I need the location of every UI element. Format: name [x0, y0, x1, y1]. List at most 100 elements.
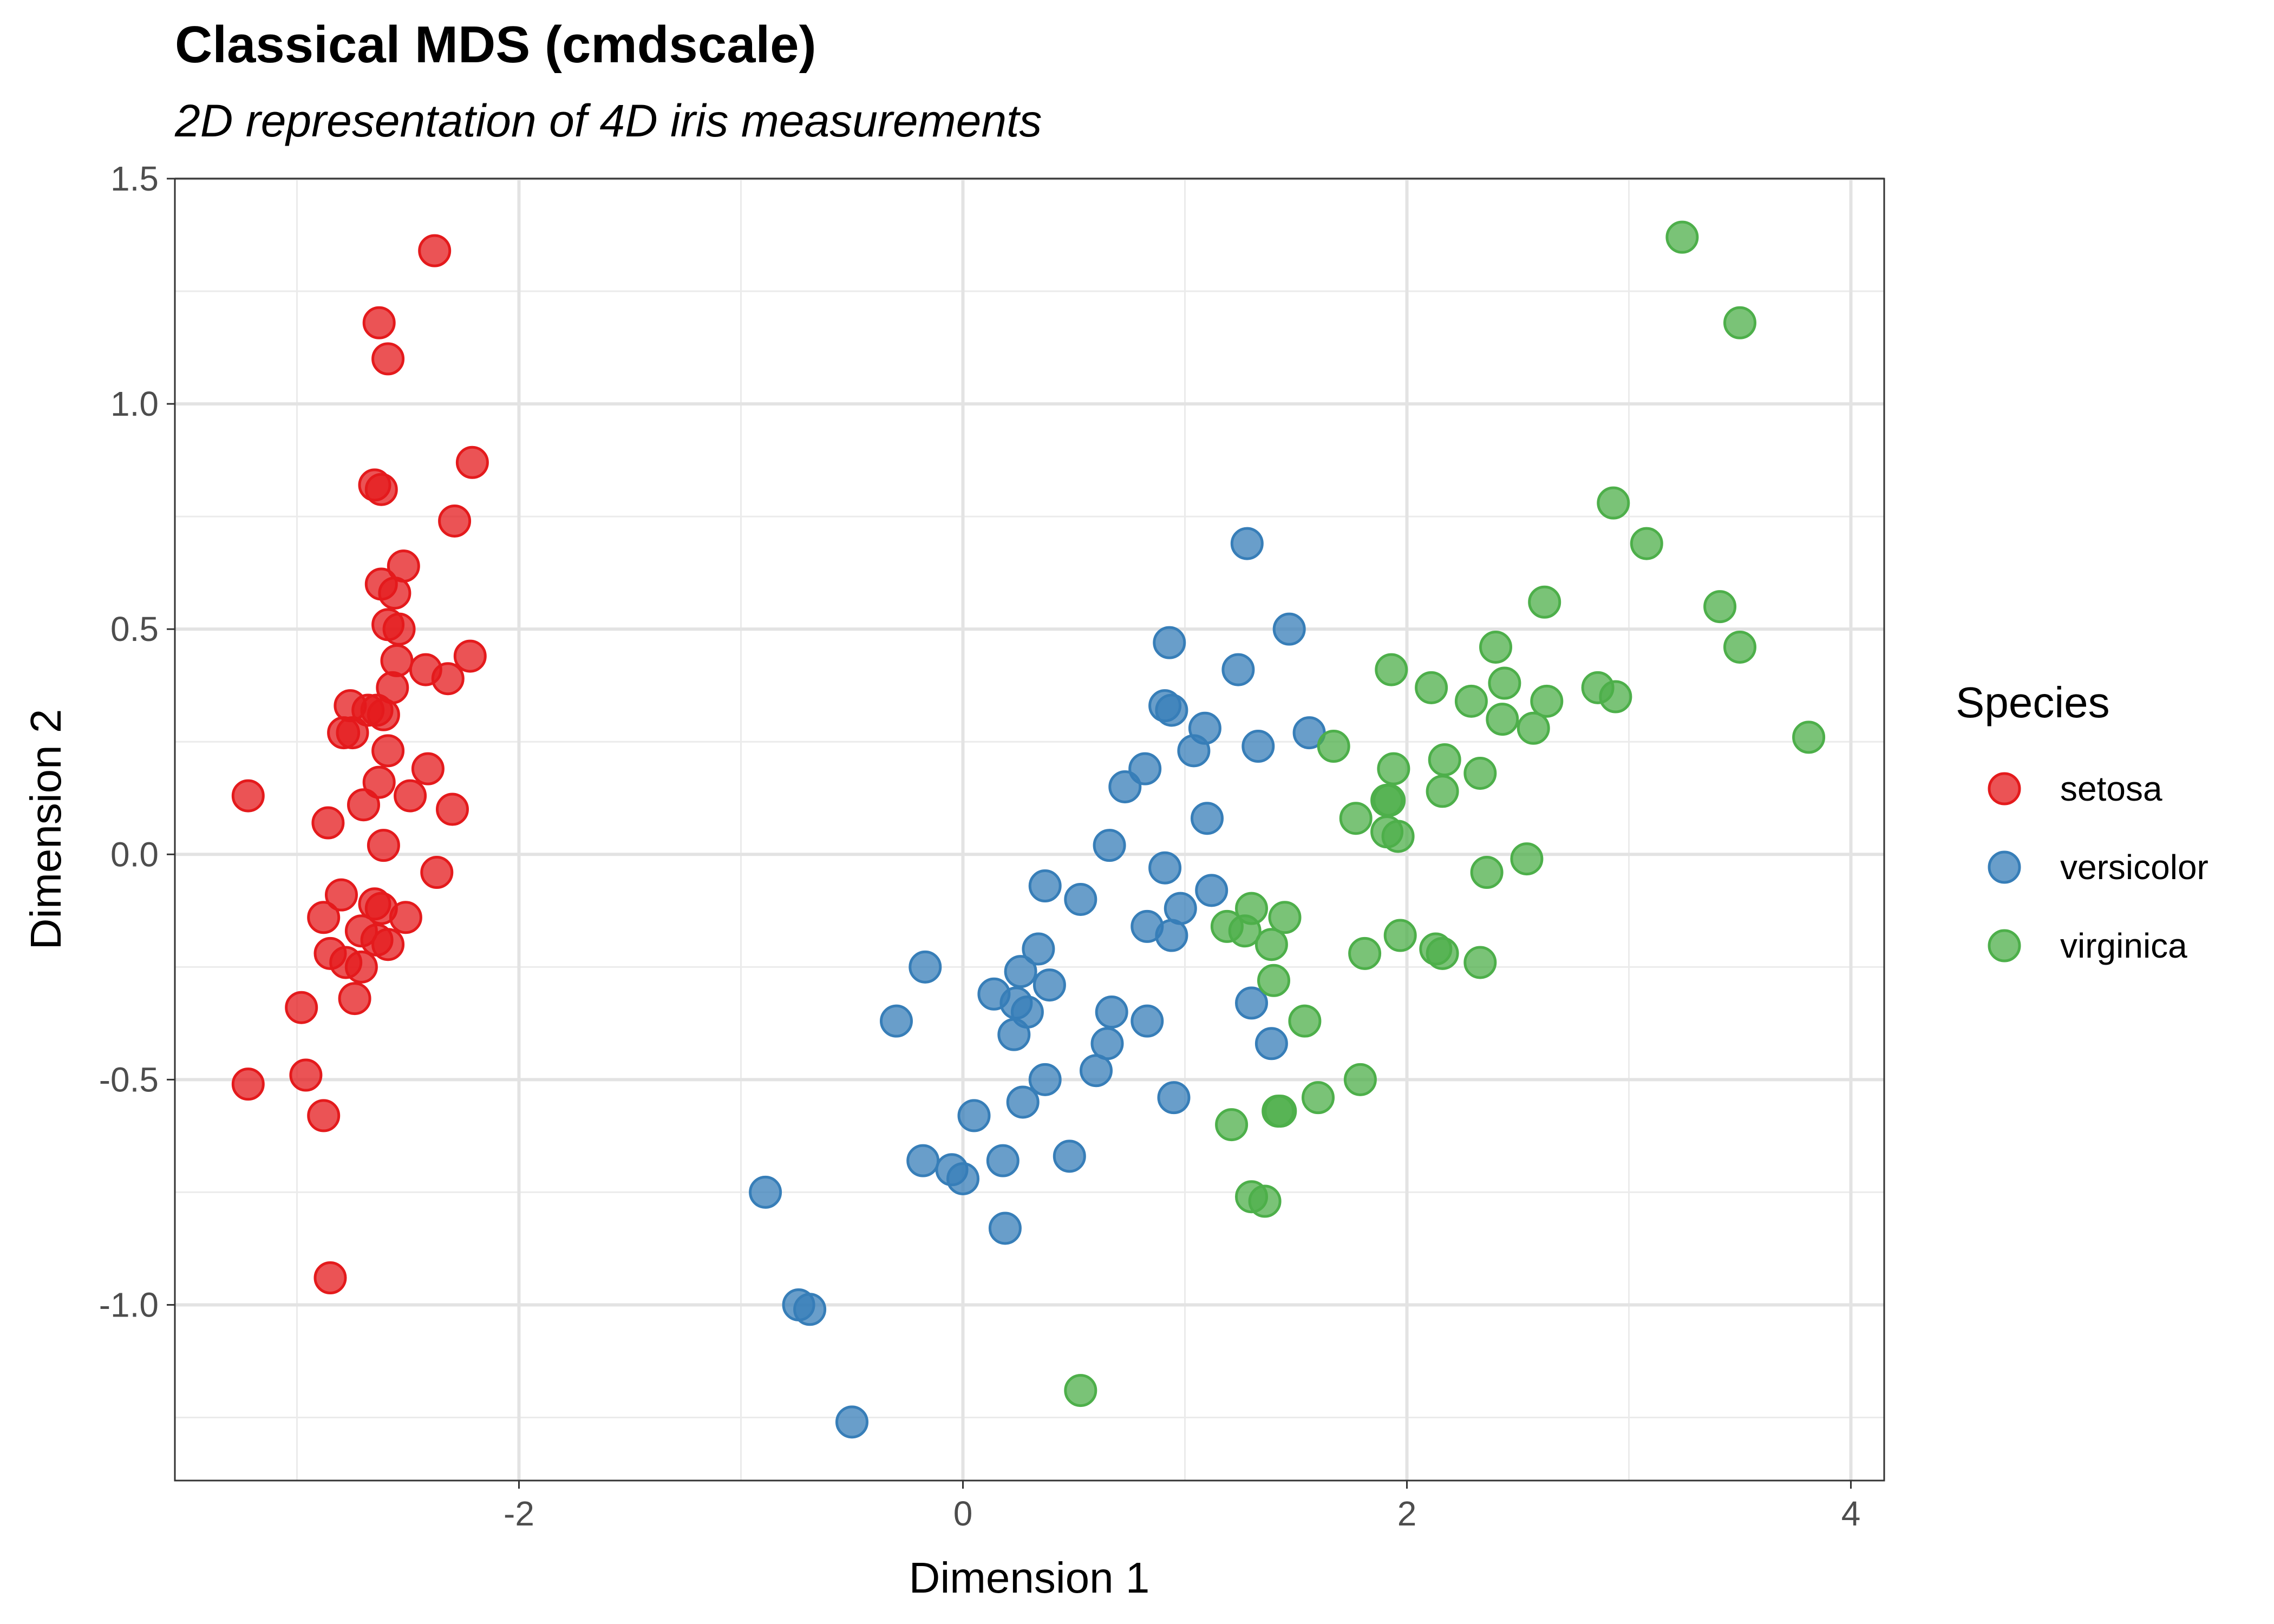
data-point-setosa: [367, 829, 400, 862]
data-point-versicolor: [1148, 851, 1182, 885]
data-point-setosa: [285, 991, 318, 1024]
data-point-virginica: [1426, 937, 1459, 970]
data-point-virginica: [1302, 1081, 1335, 1115]
data-point-versicolor: [957, 1099, 991, 1132]
legend: Species setosa versicolor virginica: [1956, 678, 2208, 965]
data-point-virginica: [1597, 486, 1630, 520]
legend-title: Species: [1956, 678, 2110, 726]
data-point-setosa: [382, 612, 416, 646]
data-point-virginica: [1428, 743, 1461, 777]
data-point-setosa: [325, 878, 358, 912]
data-point-versicolor: [1155, 919, 1188, 952]
data-point-setosa: [311, 806, 345, 840]
data-point-setosa: [455, 446, 489, 479]
series-versicolor: [749, 527, 1326, 1439]
y-tick-label: 1.0: [110, 384, 159, 423]
data-point-versicolor: [1033, 968, 1066, 1002]
y-axis-ticks: -1.0 -0.5 0.0 0.5 1.0 1.5: [99, 159, 175, 1324]
data-point-virginica: [1665, 220, 1699, 254]
plot-panel-border: [174, 178, 1885, 1482]
data-point-virginica: [1343, 1063, 1377, 1096]
data-point-virginica: [1348, 937, 1382, 970]
data-point-virginica: [1792, 721, 1826, 754]
data-point-virginica: [1510, 842, 1544, 876]
data-point-versicolor: [880, 1004, 913, 1038]
y-tick-label: 0.0: [110, 835, 159, 874]
data-point-versicolor: [1254, 1027, 1288, 1060]
grid-major: [175, 177, 1884, 1481]
data-point-virginica: [1383, 919, 1417, 952]
data-point-setosa: [344, 950, 378, 984]
data-point-virginica: [1317, 730, 1350, 763]
data-point-virginica: [1528, 585, 1561, 619]
x-tick-label: 2: [1397, 1494, 1417, 1533]
data-point-versicolor: [1053, 1140, 1086, 1173]
series-virginica: [1064, 220, 1826, 1407]
data-point-virginica: [1257, 964, 1290, 997]
data-point-setosa: [362, 765, 396, 799]
data-point-versicolor: [997, 1018, 1031, 1051]
data-point-setosa: [411, 752, 445, 785]
data-point-versicolor: [1272, 612, 1306, 646]
data-point-virginica: [1264, 1095, 1297, 1128]
data-point-setosa: [438, 504, 472, 538]
data-point-versicolor: [988, 1212, 1022, 1245]
data-point-virginica: [1723, 630, 1756, 664]
data-point-virginica: [1373, 783, 1406, 817]
data-point-setosa: [431, 662, 465, 696]
data-point-versicolor: [1064, 882, 1097, 916]
data-point-virginica: [1486, 703, 1519, 736]
data-point-virginica: [1530, 684, 1564, 718]
data-point-setosa: [420, 856, 454, 889]
legend-label-versicolor: versicolor: [2060, 848, 2208, 887]
series-setosa: [231, 234, 489, 1295]
data-point-setosa: [307, 1099, 341, 1132]
data-point-virginica: [1463, 756, 1497, 790]
data-point-versicolor: [1108, 770, 1142, 803]
data-point-setosa: [380, 644, 414, 677]
y-tick-label: -0.5: [99, 1060, 159, 1099]
chart-subtitle: 2D representation of 4D iris measurement…: [174, 95, 1042, 146]
y-tick-label: 0.5: [110, 610, 159, 649]
data-point-setosa: [367, 698, 400, 731]
data-point-virginica: [1479, 630, 1512, 664]
legend-label-setosa: setosa: [2060, 769, 2162, 808]
data-point-versicolor: [1095, 996, 1128, 1029]
data-point-versicolor: [793, 1293, 827, 1326]
data-point-versicolor: [1093, 829, 1126, 862]
data-point-setosa: [347, 788, 380, 822]
data-point-virginica: [1215, 1108, 1249, 1142]
data-point-versicolor: [909, 950, 942, 984]
data-point-setosa: [394, 779, 427, 813]
data-point-virginica: [1454, 684, 1488, 718]
data-point-versicolor: [1153, 626, 1186, 659]
data-point-versicolor: [1230, 527, 1264, 560]
data-point-setosa: [338, 982, 371, 1016]
data-point-setosa: [436, 793, 469, 826]
data-point-versicolor: [835, 1405, 868, 1439]
legend-key-setosa: [1988, 772, 2021, 806]
grid-minor: [175, 179, 1884, 1481]
x-tick-label: 0: [953, 1494, 973, 1533]
data-point-virginica: [1488, 666, 1521, 700]
y-axis-title: Dimension 2: [22, 709, 70, 950]
data-point-setosa: [371, 734, 405, 768]
legend-label-virginica: virginica: [2060, 926, 2187, 965]
data-point-setosa: [371, 342, 405, 376]
data-point-virginica: [1254, 928, 1288, 961]
data-point-versicolor: [1177, 734, 1211, 768]
data-point-versicolor: [1235, 986, 1268, 1020]
chart-title: Classical MDS (cmdscale): [175, 16, 816, 74]
x-axis-title: Dimension 1: [909, 1554, 1150, 1602]
data-point-virginica: [1517, 711, 1550, 745]
data-point-versicolor: [906, 1144, 940, 1177]
data-point-setosa: [307, 901, 341, 934]
data-point-versicolor: [1004, 955, 1037, 988]
data-point-versicolor: [1155, 693, 1188, 727]
data-point-setosa: [378, 577, 411, 610]
data-point-virginica: [1630, 527, 1663, 560]
data-point-versicolor: [1080, 1054, 1113, 1088]
data-point-versicolor: [1028, 1063, 1062, 1096]
data-point-setosa: [364, 473, 398, 506]
